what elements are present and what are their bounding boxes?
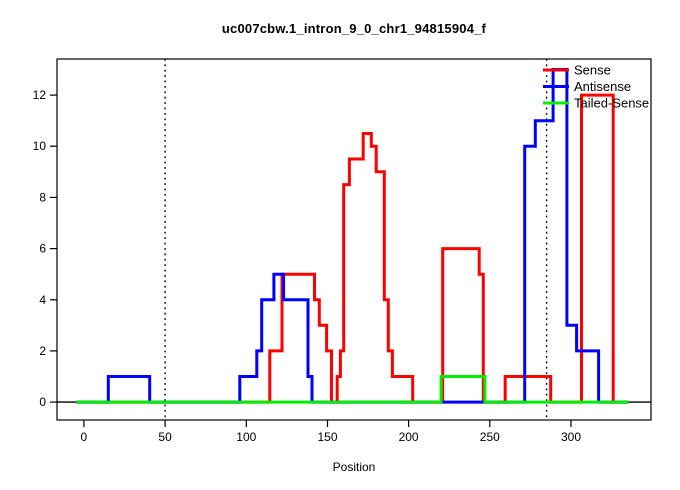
legend-label-tailed-sense: Tailed-Sense: [574, 96, 649, 111]
series-line-tailed-sense: [76, 375, 629, 404]
series-line-antisense: [76, 68, 629, 404]
legend-label-antisense: Antisense: [574, 79, 631, 94]
chart-title: uc007cbw.1_intron_9_0_chr1_94815904_f: [221, 21, 487, 36]
y-tick-label: 2: [39, 344, 46, 358]
y-tick-label: 4: [39, 293, 46, 307]
y-tick-label: 0: [39, 395, 46, 409]
y-tick-label: 10: [33, 139, 47, 153]
y-tick-label: 6: [39, 242, 46, 256]
series-line-sense: [76, 93, 629, 404]
y-tick-label: 12: [33, 88, 47, 102]
x-tick-label: 100: [236, 430, 256, 444]
x-tick-label: 300: [561, 430, 581, 444]
x-tick-label: 0: [81, 430, 88, 444]
x-axis-label: Position: [332, 460, 376, 474]
x-tick-label: 50: [158, 430, 172, 444]
x-tick-label: 150: [317, 430, 337, 444]
x-tick-label: 250: [480, 430, 500, 444]
plot-frame: [56, 58, 652, 421]
y-tick-label: 8: [39, 190, 46, 204]
legend-label-sense: Sense: [574, 63, 611, 78]
x-tick-label: 200: [399, 430, 419, 444]
